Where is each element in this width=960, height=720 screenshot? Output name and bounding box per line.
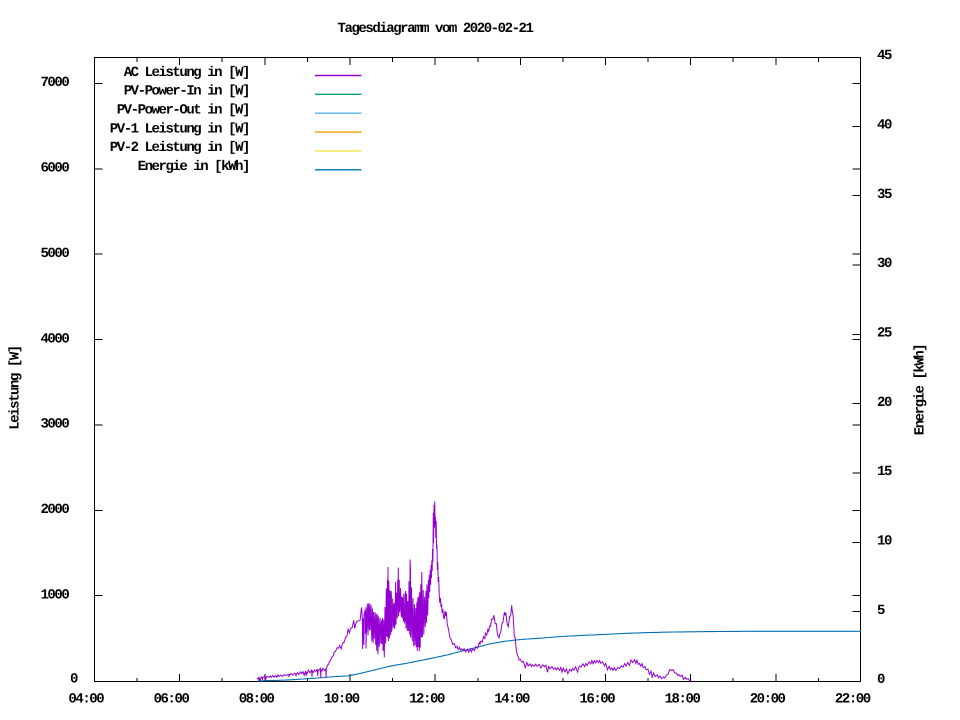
svg-text:Energie in [kWh]: Energie in [kWh] (138, 159, 249, 175)
svg-text:2000: 2000 (40, 502, 69, 518)
svg-text:AC Leistung in [W]: AC Leistung in [W] (124, 65, 249, 81)
svg-text:4000: 4000 (40, 331, 69, 347)
svg-text:0: 0 (877, 672, 885, 688)
svg-text:12:00: 12:00 (409, 692, 445, 708)
svg-text:5: 5 (877, 603, 885, 619)
svg-text:35: 35 (877, 187, 892, 203)
svg-text:1000: 1000 (40, 587, 69, 603)
svg-text:20: 20 (877, 395, 892, 411)
svg-text:6000: 6000 (40, 161, 69, 177)
svg-text:10: 10 (877, 534, 892, 550)
svg-text:14:00: 14:00 (494, 692, 530, 708)
svg-text:15: 15 (877, 464, 892, 480)
svg-text:3000: 3000 (40, 417, 69, 433)
svg-text:PV-Power-In in [W]: PV-Power-In in [W] (124, 84, 249, 100)
svg-text:PV-Power-Out in [W]: PV-Power-Out in [W] (117, 103, 249, 119)
svg-text:30: 30 (877, 256, 892, 272)
svg-text:18:00: 18:00 (665, 692, 701, 708)
svg-text:25: 25 (877, 326, 892, 342)
svg-text:Leistung [W]: Leistung [W] (8, 346, 24, 430)
svg-text:20:00: 20:00 (750, 692, 786, 708)
svg-text:Tagesdiagramm vom 2020-02-21: Tagesdiagramm vom 2020-02-21 (338, 21, 534, 37)
svg-text:40: 40 (877, 118, 892, 134)
svg-text:06:00: 06:00 (154, 692, 190, 708)
svg-text:10:00: 10:00 (324, 692, 360, 708)
svg-text:7000: 7000 (40, 75, 69, 91)
svg-text:0: 0 (70, 672, 78, 688)
svg-text:PV-2 Leistung in [W]: PV-2 Leistung in [W] (110, 140, 249, 156)
svg-text:22:00: 22:00 (835, 692, 871, 708)
svg-text:5000: 5000 (40, 246, 69, 262)
svg-text:PV-1 Leistung in [W]: PV-1 Leistung in [W] (110, 121, 249, 137)
svg-text:16:00: 16:00 (579, 692, 615, 708)
svg-text:04:00: 04:00 (68, 692, 104, 708)
svg-text:Energie [kWh]: Energie [kWh] (913, 345, 929, 436)
svg-text:08:00: 08:00 (239, 692, 275, 708)
svg-text:45: 45 (877, 48, 892, 64)
